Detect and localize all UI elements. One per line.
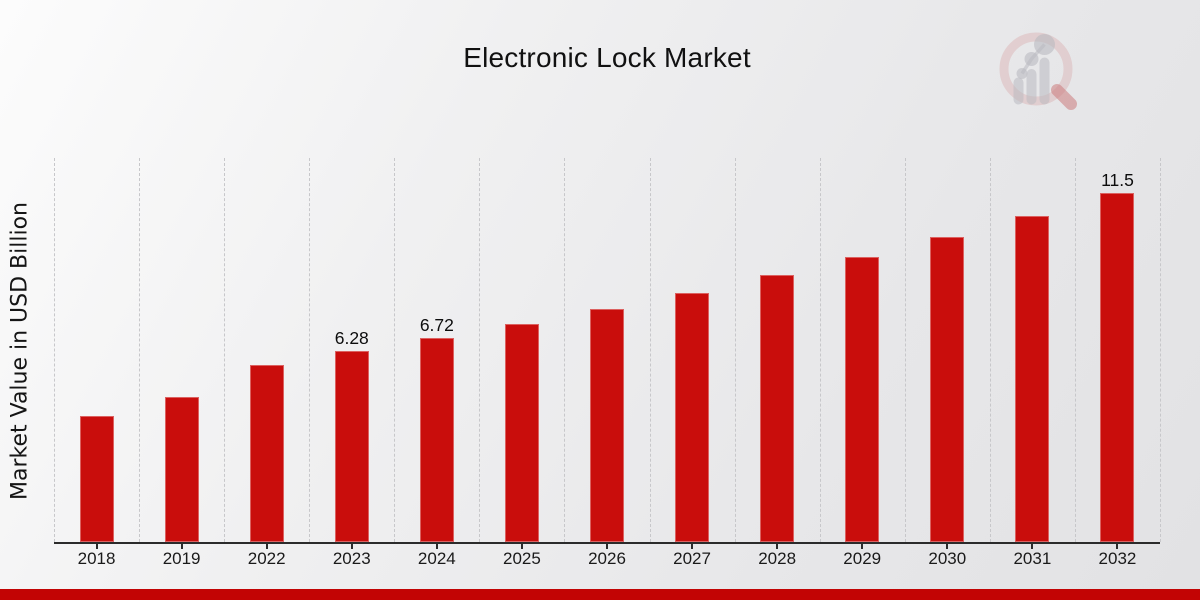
x-tick <box>946 544 949 549</box>
x-tick-label: 2026 <box>588 549 626 568</box>
footer-accent-strip <box>0 589 1200 600</box>
x-tick <box>691 544 694 549</box>
gridline <box>54 158 55 542</box>
x-tick-label: 2032 <box>1098 549 1137 568</box>
y-axis-label: Market Value in USD Billion <box>7 201 33 501</box>
logo-dot-large-icon <box>1034 34 1055 55</box>
x-tick <box>520 544 523 549</box>
x-tick <box>180 544 183 549</box>
chart-title: Electronic Lock Market <box>463 42 751 73</box>
x-tick-label: 2018 <box>77 549 116 568</box>
x-tick-label: 2030 <box>928 549 967 568</box>
x-tick <box>1031 544 1034 549</box>
gridline <box>564 158 566 542</box>
bar-value-label: 11.5 <box>1101 170 1134 190</box>
bar <box>845 257 880 542</box>
bar <box>930 237 965 542</box>
magnifier-handle-icon <box>1051 84 1077 110</box>
logo-bar-medium-icon <box>1026 69 1037 105</box>
gridline <box>224 158 226 542</box>
x-tick <box>95 544 98 549</box>
logo-dot-small-icon <box>1016 68 1028 79</box>
logo-bar-small-icon <box>1013 77 1024 105</box>
logo-bar-large-icon <box>1039 57 1050 105</box>
x-tick <box>350 544 353 549</box>
x-tick <box>1116 544 1119 549</box>
gridline <box>989 158 991 542</box>
bar <box>1015 216 1050 542</box>
bar <box>504 324 539 542</box>
bar <box>675 293 710 542</box>
x-tick <box>606 544 608 549</box>
logo-dot-medium-icon <box>1024 52 1039 66</box>
bar-value-label: 6.72 <box>419 315 454 335</box>
magnifier-bar-chart-logo-icon <box>999 32 1077 110</box>
gridline <box>1074 158 1076 542</box>
gridline <box>1160 158 1161 542</box>
bar <box>334 351 369 542</box>
logo-trend-line-icon <box>1020 43 1046 75</box>
gridline <box>734 158 736 542</box>
x-tick-label: 2024 <box>417 549 456 568</box>
bar <box>79 416 114 542</box>
bar <box>1100 193 1135 542</box>
x-axis-line <box>54 542 1160 544</box>
x-tick-label: 2025 <box>503 549 541 568</box>
x-tick-label: 2023 <box>332 549 371 568</box>
x-tick <box>776 544 779 549</box>
x-tick-label: 2028 <box>758 549 797 568</box>
x-tick <box>861 544 864 549</box>
plot-area: 2018 2019 2022 2023 6.28 2024 6.72 2025 2026 2027… <box>54 158 1161 568</box>
gridline <box>139 158 141 542</box>
bar <box>249 365 284 542</box>
gridline <box>649 158 651 542</box>
bar-value-label: 6.28 <box>334 328 369 348</box>
x-tick-label: 2031 <box>1013 549 1052 568</box>
magnifier-ring-icon <box>999 32 1073 106</box>
bar <box>164 397 199 542</box>
bar <box>760 275 795 542</box>
x-tick <box>435 544 438 549</box>
x-tick-label: 2019 <box>162 549 201 568</box>
x-tick-label: 2029 <box>843 549 882 568</box>
gridline <box>479 158 481 542</box>
x-tick-label: 2022 <box>247 549 286 568</box>
gridline <box>394 158 396 542</box>
x-tick-label: 2027 <box>673 549 711 568</box>
gridline <box>309 158 311 542</box>
x-tick <box>265 544 268 549</box>
bar <box>419 338 454 542</box>
gridline <box>819 158 821 542</box>
gridline <box>904 158 906 542</box>
bar <box>590 309 624 542</box>
